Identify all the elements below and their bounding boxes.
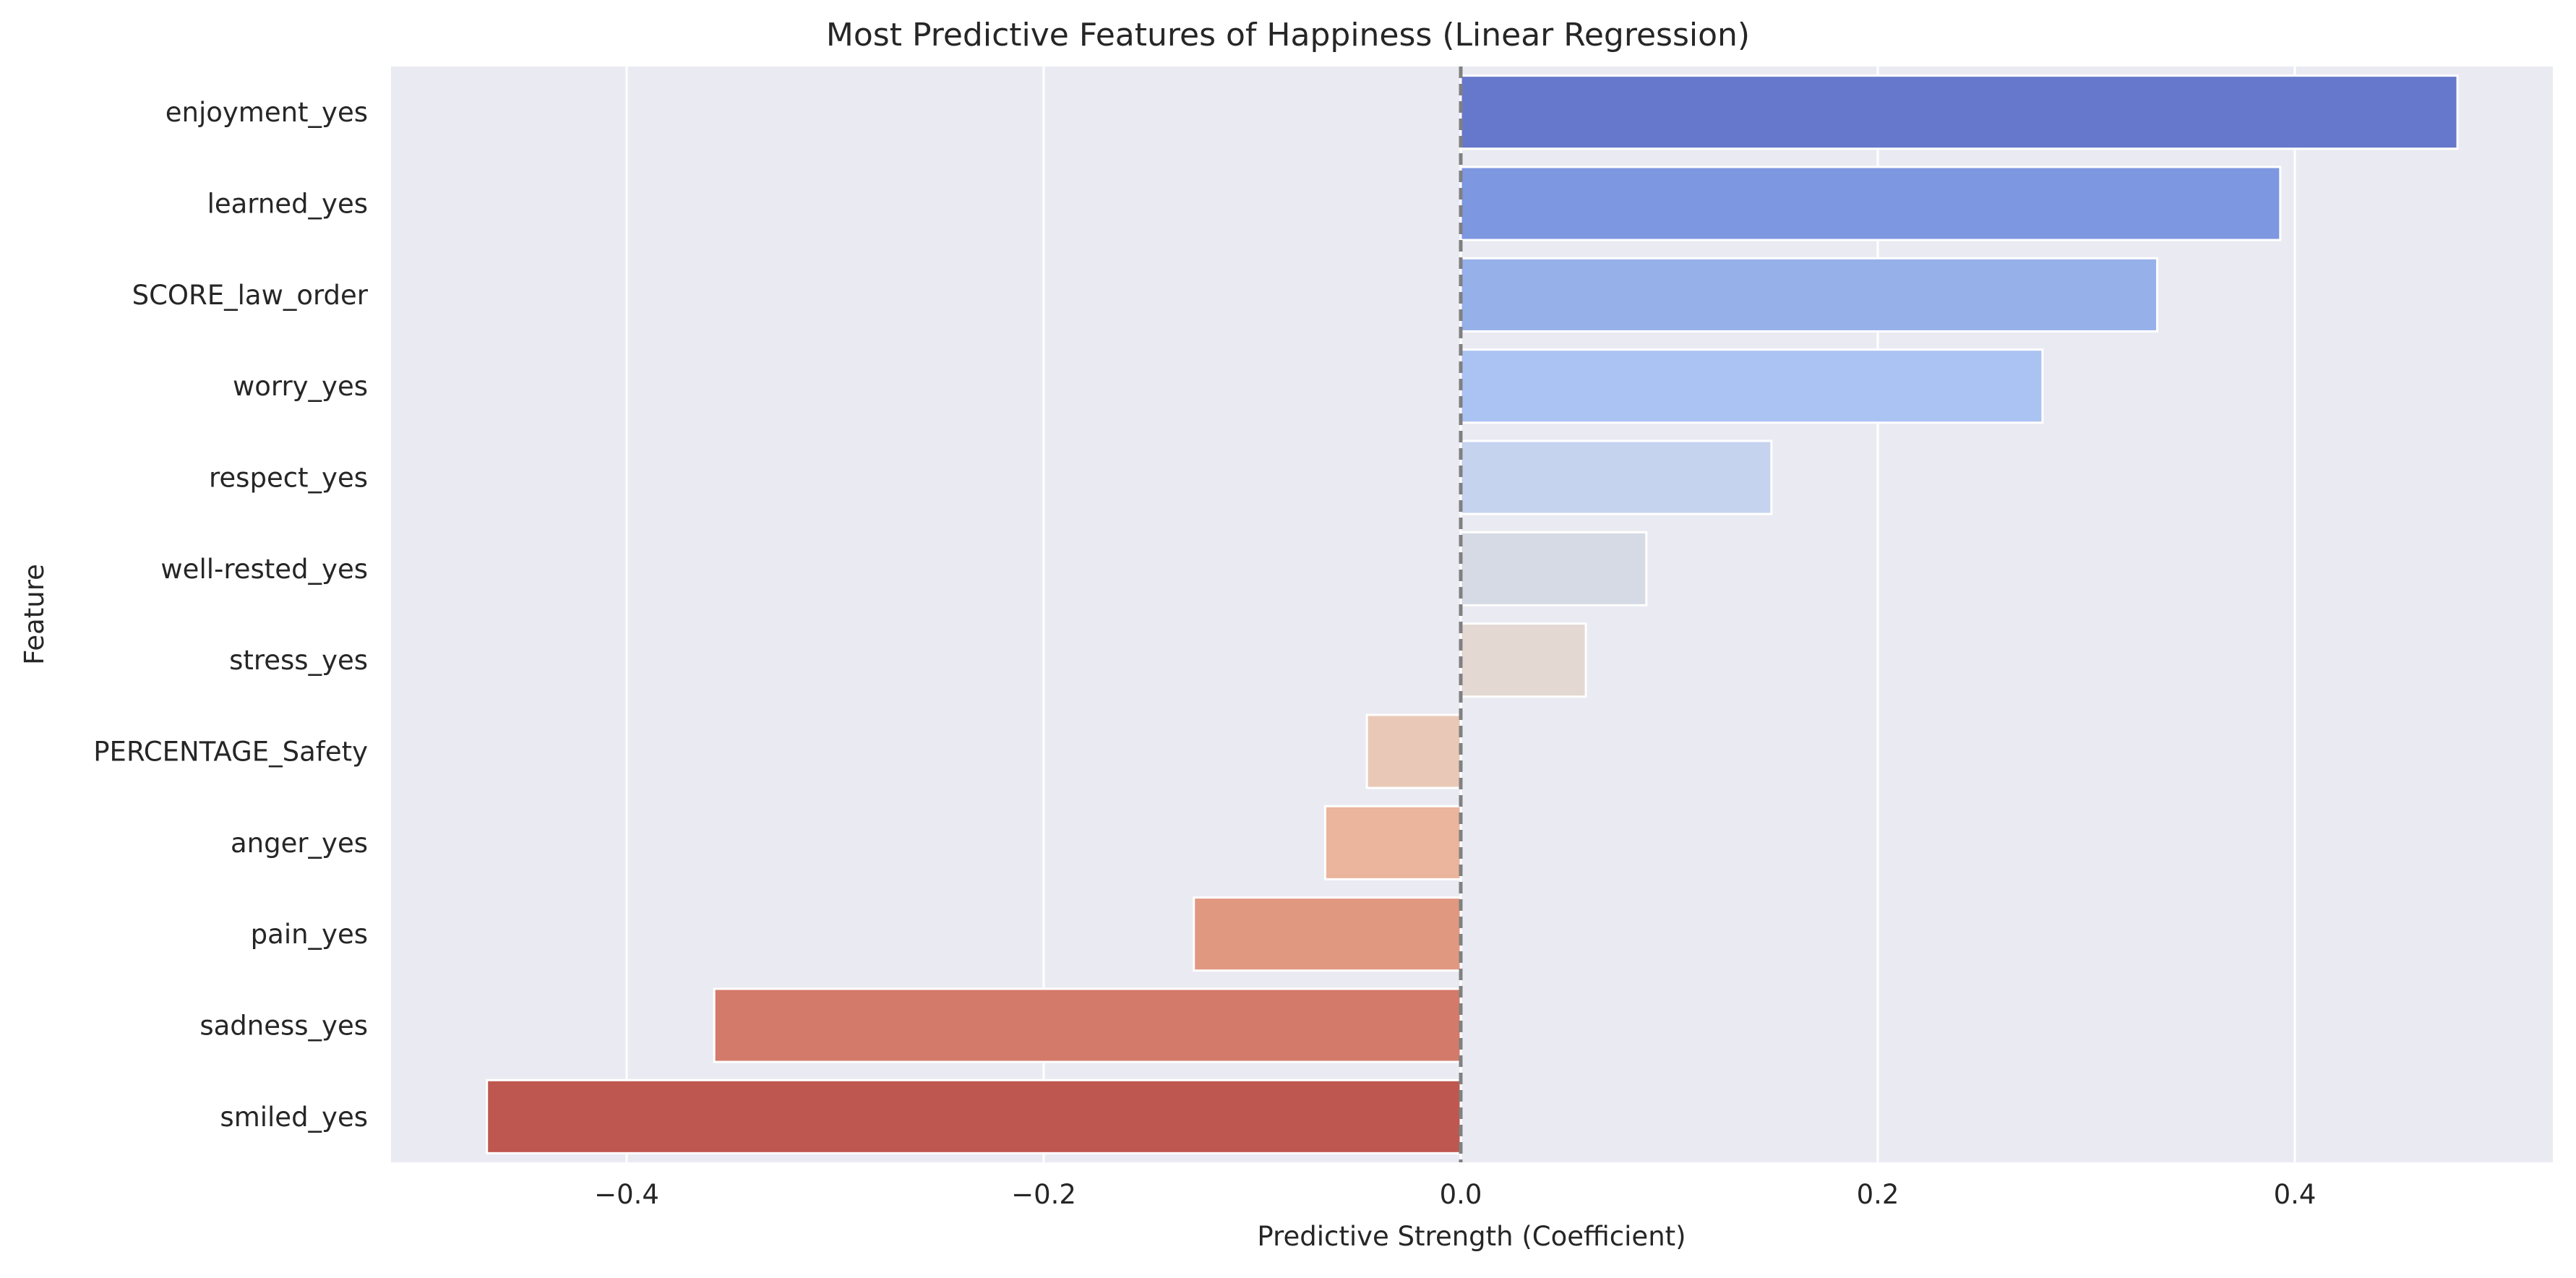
bar-learned-yes [1459,166,2282,241]
x-tick-label: 0.0 [1440,1179,1482,1210]
x-tick-label: −0.2 [1011,1179,1076,1210]
x-tick-label: 0.2 [1857,1179,1899,1210]
x-tick-labels: −0.4 −0.2 0.0 0.2 0.4 [594,1179,2316,1210]
bar-stress-yes [1459,622,1587,698]
bar-percentage-safety [1365,713,1462,789]
y-tick-label: respect_yes [209,463,368,494]
y-tick-labels: enjoyment_yes learned_yes SCORE_law_orderw… [93,97,369,1133]
bar-sadness-yes [713,987,1462,1063]
y-tick-label: well-rested_yes [160,554,368,585]
y-tick-label: worry_yes [233,371,368,402]
x-axis-label: Predictive Strength (Coefficient) [1257,1221,1686,1252]
y-axis-label: Feature [19,564,50,665]
bar-respect-yes [1459,439,1773,515]
bar-enjoyment-yes [1459,74,2459,150]
x-tick-label: 0.4 [2274,1179,2317,1210]
y-tick-label: stress_yes [229,645,368,676]
y-tick-label: anger_yes [231,828,368,859]
bar-smiled-yes [486,1078,1462,1154]
bar-anger-yes [1323,805,1462,880]
y-tick-label: sadness_yes [199,1011,368,1042]
y-tick-label: smiled_yes [220,1102,368,1133]
y-tick-label: PERCENTAGE_Safety [93,737,368,768]
chart-title: Most Predictive Features of Happiness (L… [826,17,1750,53]
y-tick-label: enjoyment_yes [166,97,368,128]
plot-background [391,67,2553,1162]
y-tick-label: learned_yes [207,189,368,220]
bars [486,74,2459,1154]
y-tick-label: SCORE_law_order [132,280,369,311]
y-tick-label: pain_yes [251,919,368,950]
x-tick-label: −0.4 [594,1179,659,1210]
bar-worry-yes [1459,348,2044,424]
bar-score-law-order [1459,257,2159,333]
bar-pain-yes [1193,896,1462,972]
bar-well-rested-yes [1459,531,1648,606]
